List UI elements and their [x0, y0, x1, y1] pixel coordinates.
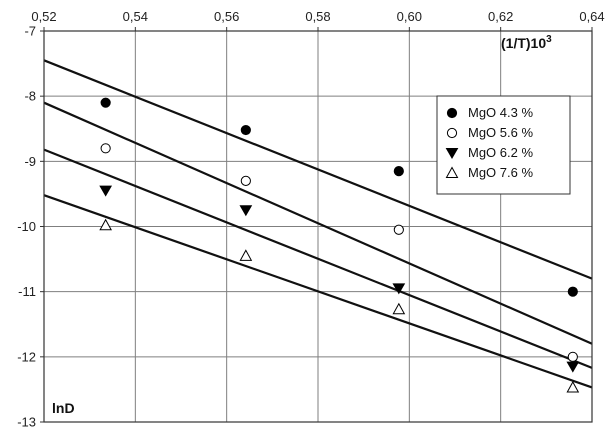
x-tick-label: 0,60: [397, 9, 422, 24]
x-tick-label: 0,56: [214, 9, 239, 24]
x-tick-label: 0,52: [31, 9, 56, 24]
data-point: [393, 166, 404, 177]
data-point: [567, 286, 578, 297]
y-tick-label: -13: [17, 415, 36, 430]
data-point: [100, 143, 111, 154]
y-tick-label: -8: [24, 89, 36, 104]
y-tick-labels: -7 -8 -9 -10 -11 -12 -13: [17, 24, 36, 430]
data-point: [566, 361, 580, 373]
data-point: [99, 218, 112, 231]
legend-marker: [445, 148, 459, 159]
legend-marker: [445, 166, 459, 178]
x-axis-title: (1/T)103: [501, 34, 552, 51]
y-tick-label: -10: [17, 219, 36, 234]
legend-label: MgO 4.3 %: [468, 105, 533, 120]
data-point: [239, 205, 253, 217]
y-axis-title: lnD: [52, 400, 75, 416]
data-point: [240, 124, 251, 136]
legend-marker: [446, 127, 458, 139]
y-tick-label: -9: [24, 154, 36, 169]
data-point: [99, 185, 113, 197]
data-point: [566, 380, 580, 393]
legend-items: MgO 4.3 % MgO 5.6 % MgO 6.2 % MgO 7.6 %: [445, 105, 533, 180]
data-point: [393, 224, 404, 235]
data-point: [239, 249, 253, 261]
data-point: [240, 175, 251, 186]
x-tick-label: 0,58: [305, 9, 330, 24]
data-point: [100, 97, 111, 108]
legend: MgO 4.3 % MgO 5.6 % MgO 6.2 % MgO 7.6 %: [436, 95, 571, 195]
legend-box: [436, 95, 571, 195]
legend-label: MgO 6.2 %: [468, 145, 533, 160]
legend-label: MgO 5.6 %: [468, 125, 533, 140]
data-points: [99, 97, 580, 393]
y-tick-label: -11: [18, 284, 36, 299]
x-tick-label: 0,62: [488, 9, 513, 24]
data-point: [567, 351, 578, 362]
x-tick-label: 0,64: [579, 9, 604, 24]
legend-label: MgO 7.6 %: [468, 165, 533, 180]
fit-line: [43, 101, 593, 345]
y-tick-label: -12: [17, 349, 36, 364]
data-point: [392, 283, 406, 295]
y-tick-label: -7: [24, 24, 36, 39]
fit-line: [43, 194, 593, 389]
x-tick-labels: 0,52 0,54 0,56 0,58 0,60 0,62 0,64: [31, 9, 604, 24]
fit-line: [43, 148, 593, 369]
plot-frame: [43, 30, 593, 423]
fit-line: [43, 59, 593, 280]
x-tick-label: 0,54: [123, 9, 148, 24]
legend-marker: [446, 107, 458, 119]
fit-lines: [43, 59, 593, 389]
data-point: [392, 302, 406, 315]
